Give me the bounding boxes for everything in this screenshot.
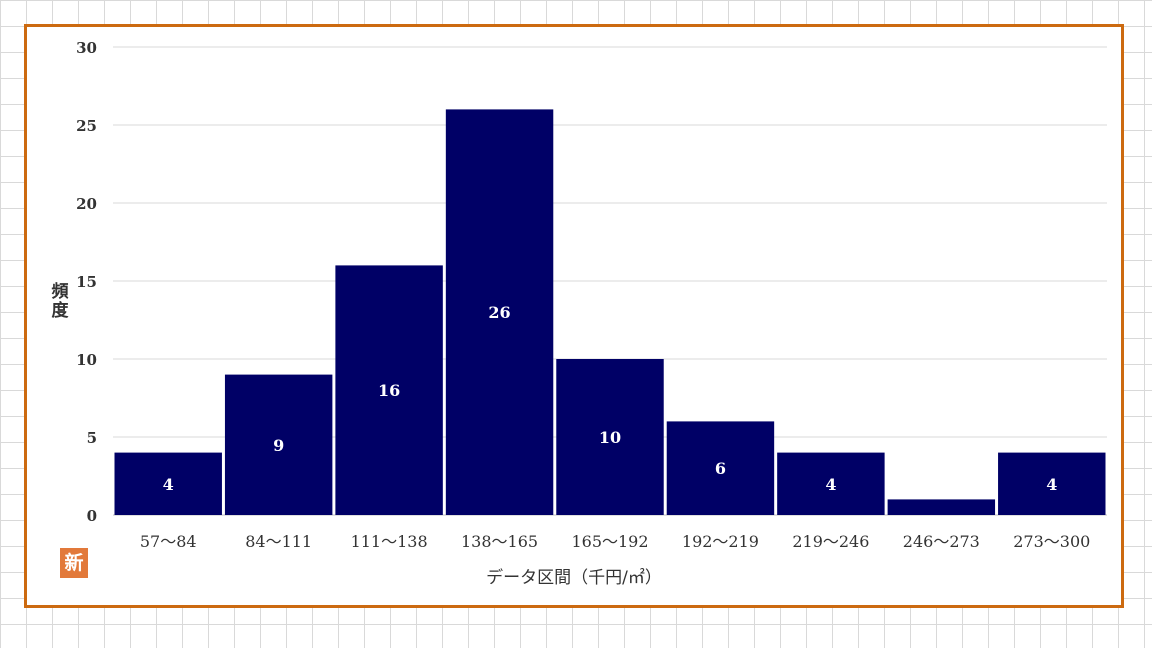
x-tick-label: 138～165 [461,532,538,551]
data-label: 6 [715,459,726,478]
x-tick-label: 165～192 [571,532,648,551]
y-axis-label: 頻度 [51,282,69,321]
y-tick-label: 25 [76,117,97,135]
bar [335,265,443,515]
data-label: 10 [599,428,621,447]
data-label: 4 [1046,475,1057,494]
bar [777,452,885,515]
bar [666,421,775,515]
bar [998,452,1106,515]
bar [445,109,554,516]
y-tick-label: 20 [76,195,97,213]
y-tick-label: 0 [87,507,97,525]
bar [556,359,664,515]
bar [114,452,222,515]
y-tick-label: 15 [76,273,97,291]
data-label: 4 [163,475,174,494]
bar [224,374,333,515]
y-tick-label: 30 [76,39,97,57]
x-tick-label: 246～273 [903,532,980,551]
x-tick-label: 84～111 [245,532,312,551]
x-axis-label: データ区間（千円/㎡） [486,568,662,588]
x-tick-label: 111～138 [351,532,428,551]
x-tick-label: 57～84 [140,532,197,551]
data-label: 9 [273,436,284,455]
data-label: 26 [488,303,510,322]
x-tick-label: 273～300 [1013,532,1090,551]
histogram-chart: 0 5 10 15 20 25 30 4 57～84 9 84～111 16 111～138 26 138～… [76,39,1107,551]
logo-badge: 新 [60,548,88,578]
x-tick-label: 219～246 [792,532,869,551]
y-tick-label: 5 [87,429,97,447]
chart-frame: 0 5 10 15 20 25 30 4 57～84 9 84～111 16 111～138 26 138～… [24,24,1124,608]
bar [887,499,996,515]
data-label: 16 [378,381,400,400]
data-label: 4 [825,475,836,494]
x-tick-label: 192～219 [682,532,759,551]
y-tick-label: 10 [76,351,97,369]
